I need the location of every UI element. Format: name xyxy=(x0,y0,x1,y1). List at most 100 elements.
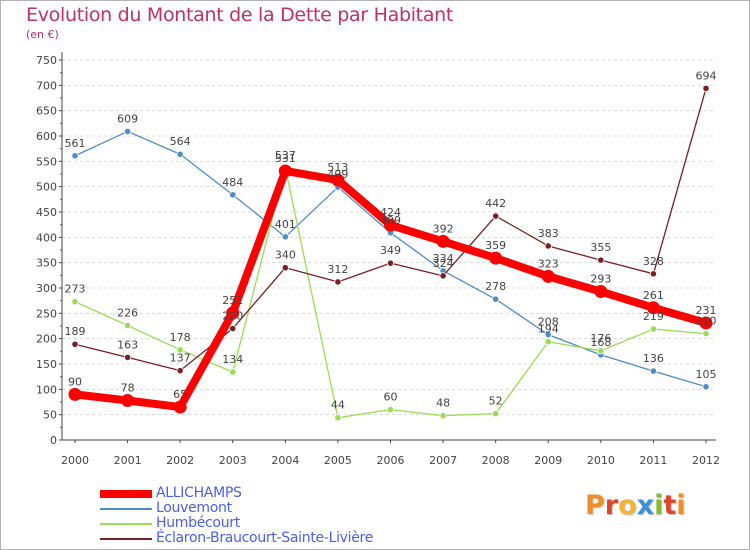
legend-swatch xyxy=(100,508,152,510)
data-label: 537 xyxy=(275,149,296,162)
data-label: 60 xyxy=(384,391,398,404)
data-point xyxy=(646,301,660,315)
series-humbecourt xyxy=(71,164,710,422)
x-tick-label: 2004 xyxy=(271,454,299,467)
data-label: 194 xyxy=(538,323,559,336)
axes: 0 50 100 150 200 250 300 350 400 450 500 550 600 650 7… xyxy=(36,52,720,467)
data-label: 251 xyxy=(222,294,243,307)
data-point xyxy=(649,367,658,375)
y-tick-label: 550 xyxy=(36,155,57,168)
data-label: 44 xyxy=(331,399,345,412)
data-point xyxy=(176,346,184,354)
data-point xyxy=(489,251,503,265)
data-point xyxy=(597,256,605,264)
y-tick-label: 650 xyxy=(36,105,57,118)
y-tick-label: 750 xyxy=(36,54,57,67)
x-tick-label: 2003 xyxy=(219,454,247,467)
series-allichamps xyxy=(68,164,713,414)
data-point xyxy=(281,233,289,241)
data-label: 355 xyxy=(590,241,611,254)
data-point xyxy=(492,212,500,220)
y-tick-label: 600 xyxy=(36,130,57,143)
legend-label: ALLICHAMPS xyxy=(156,485,242,501)
data-point xyxy=(597,347,605,355)
data-label: 178 xyxy=(170,331,191,344)
data-label: 52 xyxy=(489,395,503,408)
y-tick-label: 400 xyxy=(36,231,57,244)
data-label: 328 xyxy=(643,255,664,268)
y-tick-label: 500 xyxy=(36,181,57,194)
data-point xyxy=(541,269,555,283)
data-point xyxy=(544,242,552,250)
x-tick-label: 2009 xyxy=(534,454,562,467)
x-tick-label: 2001 xyxy=(114,454,142,467)
data-point xyxy=(68,387,82,401)
data-point xyxy=(71,298,79,306)
chart-title: Evolution du Montant de la Dette par Hab… xyxy=(26,4,454,26)
data-label: 401 xyxy=(275,218,296,231)
x-tick-label: 2008 xyxy=(482,454,510,467)
data-point xyxy=(173,400,187,414)
proxiti-logo: Proxiti xyxy=(585,490,686,521)
data-label: 134 xyxy=(222,353,243,366)
data-label: 220 xyxy=(222,310,243,323)
data-point xyxy=(229,191,237,199)
x-tick-label: 2011 xyxy=(639,454,667,467)
data-point xyxy=(702,329,710,338)
x-tick-label: 2006 xyxy=(377,454,405,467)
data-point xyxy=(386,405,395,414)
data-point xyxy=(226,306,240,320)
legend-label: Louvemont xyxy=(156,500,232,516)
data-label: 176 xyxy=(590,332,611,345)
y-tick-label: 700 xyxy=(36,79,57,92)
data-label: 168 xyxy=(590,336,611,349)
data-label: 484 xyxy=(222,176,243,189)
legend-swatch xyxy=(100,490,152,498)
x-tick-label: 2002 xyxy=(166,454,194,467)
data-point xyxy=(544,331,552,339)
data-point xyxy=(229,324,237,333)
y-tick-label: 100 xyxy=(36,383,57,396)
data-point xyxy=(123,353,132,362)
data-point xyxy=(121,393,135,407)
legend-label: Éclaron-Braucourt-Sainte-Livière xyxy=(156,530,374,546)
chart-unit: (en €) xyxy=(26,28,59,41)
data-point xyxy=(439,412,447,420)
data-labels: 561 609 564 484 401 499 409 334 278 208 168 136 105 2… xyxy=(65,69,717,411)
data-label: 564 xyxy=(170,135,191,148)
data-label: 513 xyxy=(327,161,348,174)
data-point xyxy=(702,383,710,391)
data-point xyxy=(439,272,447,280)
data-point xyxy=(334,414,342,422)
data-label: 409 xyxy=(380,214,401,227)
data-point xyxy=(123,127,132,136)
data-point xyxy=(278,164,292,178)
data-label: 531 xyxy=(275,152,296,165)
data-label: 323 xyxy=(538,257,559,270)
y-tick-label: 300 xyxy=(36,282,57,295)
data-point xyxy=(436,234,450,248)
data-point xyxy=(71,152,79,160)
y-tick-label: 0 xyxy=(50,434,57,447)
data-point xyxy=(123,321,132,330)
data-point xyxy=(384,218,397,232)
y-tick-label: 450 xyxy=(36,206,57,219)
data-point xyxy=(334,278,342,286)
data-point xyxy=(702,84,710,92)
x-tick-label: 2007 xyxy=(429,454,457,467)
data-label: 392 xyxy=(433,222,454,235)
data-label: 105 xyxy=(696,368,717,381)
data-label: 278 xyxy=(485,280,506,293)
data-label: 324 xyxy=(433,257,454,270)
data-label: 561 xyxy=(65,137,86,150)
x-tick-label: 2000 xyxy=(61,454,89,467)
data-label: 273 xyxy=(65,283,86,296)
data-label: 349 xyxy=(380,244,401,257)
data-label: 261 xyxy=(643,289,664,302)
data-label: 359 xyxy=(485,239,506,252)
data-point xyxy=(281,264,289,272)
data-label: 136 xyxy=(643,352,664,365)
legend-swatch xyxy=(100,523,152,525)
series-line xyxy=(74,130,707,388)
y-tick-label: 50 xyxy=(43,409,57,422)
